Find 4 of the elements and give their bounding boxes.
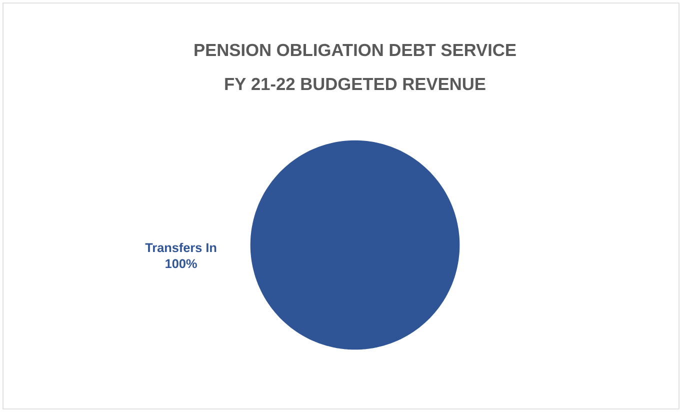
slice-label: Transfers In [145,242,216,252]
data-label: 100% [166,259,197,268]
chart-title: PENSION OBLIGATION DEBT SERVICE [194,44,516,56]
chart-subtitle: FY 21-22 BUDGETED REVENUE [225,78,486,90]
